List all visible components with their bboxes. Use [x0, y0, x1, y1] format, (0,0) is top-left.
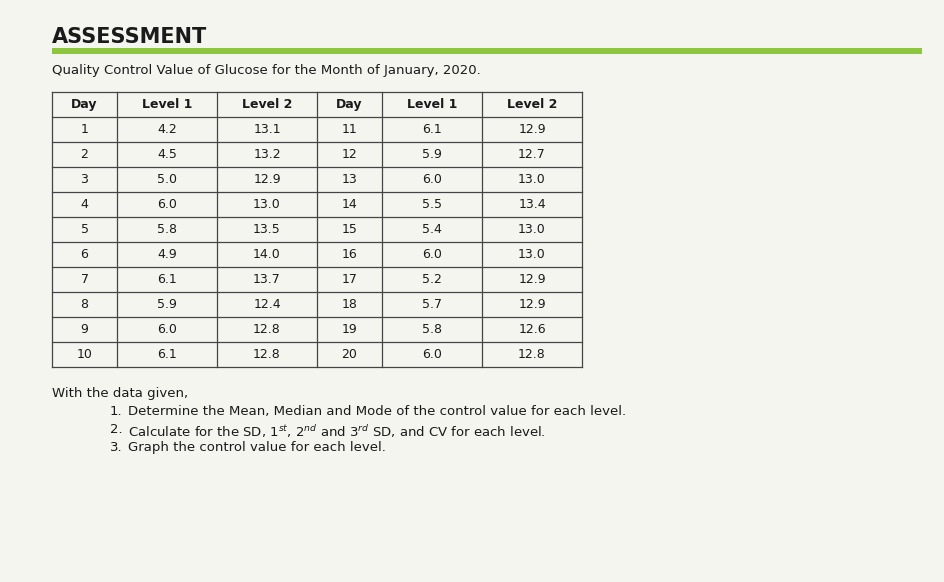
- Text: 13.0: 13.0: [517, 223, 546, 236]
- Text: 6: 6: [80, 248, 89, 261]
- Text: 5.8: 5.8: [157, 223, 177, 236]
- Text: 13.5: 13.5: [253, 223, 280, 236]
- Text: 1: 1: [80, 123, 89, 136]
- Text: Level 2: Level 2: [242, 98, 292, 111]
- Text: Calculate for the SD, 1$^{st}$, 2$^{nd}$ and 3$^{rd}$ SD, and CV for each level.: Calculate for the SD, 1$^{st}$, 2$^{nd}$…: [127, 423, 545, 440]
- Text: 13: 13: [342, 173, 357, 186]
- Text: Graph the control value for each level.: Graph the control value for each level.: [127, 441, 385, 454]
- Text: 4.5: 4.5: [157, 148, 177, 161]
- Text: 13.4: 13.4: [517, 198, 546, 211]
- Text: 5.0: 5.0: [157, 173, 177, 186]
- Text: 3: 3: [80, 173, 89, 186]
- Text: 12.7: 12.7: [517, 148, 546, 161]
- Text: 12.8: 12.8: [253, 348, 280, 361]
- Text: 6.0: 6.0: [422, 348, 442, 361]
- Text: 4: 4: [80, 198, 89, 211]
- Text: 5.9: 5.9: [422, 148, 442, 161]
- Text: Level 1: Level 1: [406, 98, 457, 111]
- Text: 7: 7: [80, 273, 89, 286]
- Text: 1.: 1.: [110, 405, 123, 418]
- Text: 4.9: 4.9: [157, 248, 177, 261]
- Text: 6.0: 6.0: [422, 173, 442, 186]
- Text: 20: 20: [341, 348, 357, 361]
- Text: 12.6: 12.6: [517, 323, 546, 336]
- Text: 10: 10: [76, 348, 93, 361]
- Text: 2: 2: [80, 148, 89, 161]
- Text: 6.1: 6.1: [157, 273, 177, 286]
- Text: Level 1: Level 1: [142, 98, 192, 111]
- Text: 13.2: 13.2: [253, 148, 280, 161]
- Text: 5.4: 5.4: [422, 223, 442, 236]
- Text: 12: 12: [342, 148, 357, 161]
- Text: 14: 14: [342, 198, 357, 211]
- Text: Day: Day: [71, 98, 97, 111]
- Text: 2.: 2.: [110, 423, 123, 436]
- Text: 6.0: 6.0: [157, 323, 177, 336]
- Text: 15: 15: [341, 223, 357, 236]
- Text: ASSESSMENT: ASSESSMENT: [52, 27, 207, 47]
- Text: 12.8: 12.8: [517, 348, 546, 361]
- Text: 5.9: 5.9: [157, 298, 177, 311]
- Bar: [52, 48, 921, 54]
- Text: 17: 17: [341, 273, 357, 286]
- Text: 6.0: 6.0: [157, 198, 177, 211]
- Text: 16: 16: [342, 248, 357, 261]
- Text: 13.7: 13.7: [253, 273, 280, 286]
- Text: 8: 8: [80, 298, 89, 311]
- Text: With the data given,: With the data given,: [52, 387, 188, 400]
- Text: 9: 9: [80, 323, 89, 336]
- Text: Day: Day: [336, 98, 362, 111]
- Text: 13.0: 13.0: [517, 248, 546, 261]
- Text: 12.8: 12.8: [253, 323, 280, 336]
- Text: 12.9: 12.9: [517, 298, 546, 311]
- Text: 13.0: 13.0: [253, 198, 280, 211]
- Text: 12.4: 12.4: [253, 298, 280, 311]
- Text: 6.1: 6.1: [422, 123, 442, 136]
- Text: 5.5: 5.5: [422, 198, 442, 211]
- Text: 6.1: 6.1: [157, 348, 177, 361]
- Text: Level 2: Level 2: [506, 98, 557, 111]
- Text: 19: 19: [342, 323, 357, 336]
- Text: 12.9: 12.9: [517, 123, 546, 136]
- Text: 4.2: 4.2: [157, 123, 177, 136]
- Text: 14.0: 14.0: [253, 248, 280, 261]
- Text: Determine the Mean, Median and Mode of the control value for each level.: Determine the Mean, Median and Mode of t…: [127, 405, 626, 418]
- Text: 13.0: 13.0: [517, 173, 546, 186]
- Text: 13.1: 13.1: [253, 123, 280, 136]
- Text: 18: 18: [341, 298, 357, 311]
- Text: 5.8: 5.8: [422, 323, 442, 336]
- Text: 5: 5: [80, 223, 89, 236]
- Text: 12.9: 12.9: [253, 173, 280, 186]
- Text: 11: 11: [342, 123, 357, 136]
- Text: 12.9: 12.9: [517, 273, 546, 286]
- Text: 5.2: 5.2: [422, 273, 442, 286]
- Text: 3.: 3.: [110, 441, 123, 454]
- Text: 6.0: 6.0: [422, 248, 442, 261]
- Text: Quality Control Value of Glucose for the Month of January, 2020.: Quality Control Value of Glucose for the…: [52, 64, 480, 77]
- Text: 5.7: 5.7: [422, 298, 442, 311]
